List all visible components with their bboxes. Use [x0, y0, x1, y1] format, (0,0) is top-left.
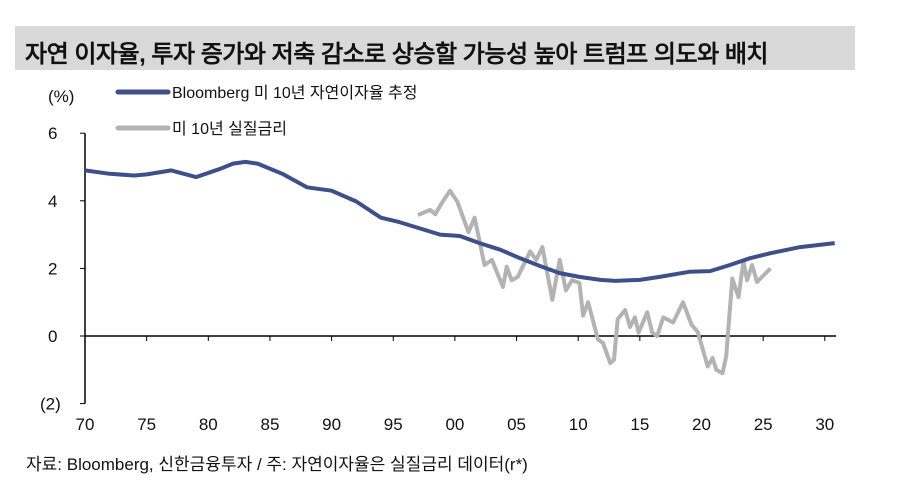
source-note: 자료: Bloomberg, 신한금융투자 / 주: 자연이자율은 실질금리 데…	[26, 455, 528, 474]
legend-label: Bloomberg 미 10년 자연이자율 추정	[172, 84, 417, 102]
x-tick-label: 70	[76, 415, 95, 434]
x-tick-label: 15	[630, 415, 649, 434]
legend-label: 미 10년 실질금리	[172, 120, 287, 138]
x-tick-label: 75	[137, 415, 156, 434]
x-tick-label: 80	[199, 415, 218, 434]
y-tick-label: (2)	[40, 395, 61, 414]
y-tick-label: 2	[48, 259, 57, 278]
x-tick-label: 25	[754, 415, 773, 434]
x-tick-label: 85	[260, 415, 279, 434]
y-tick-label: 0	[48, 327, 57, 346]
x-tick-label: 90	[322, 415, 341, 434]
x-tick-label: 10	[569, 415, 588, 434]
chart-title: 자연 이자율, 투자 증가와 저축 감소로 상승할 가능성 높아 트럼프 의도와…	[25, 41, 769, 68]
y-axis-unit: (%)	[48, 87, 74, 106]
x-tick-label: 95	[384, 415, 403, 434]
x-tick-label: 00	[445, 415, 464, 434]
series-line-1	[417, 188, 772, 376]
y-tick-label: 4	[48, 192, 57, 211]
y-tick-label: 6	[48, 124, 57, 143]
x-tick-label: 30	[815, 415, 834, 434]
x-tick-label: 20	[692, 415, 711, 434]
x-tick-label: 05	[507, 415, 526, 434]
title-bar: 자연 이자율, 투자 증가와 저축 감소로 상승할 가능성 높아 트럼프 의도와…	[15, 26, 855, 70]
series-line-0	[84, 159, 835, 283]
